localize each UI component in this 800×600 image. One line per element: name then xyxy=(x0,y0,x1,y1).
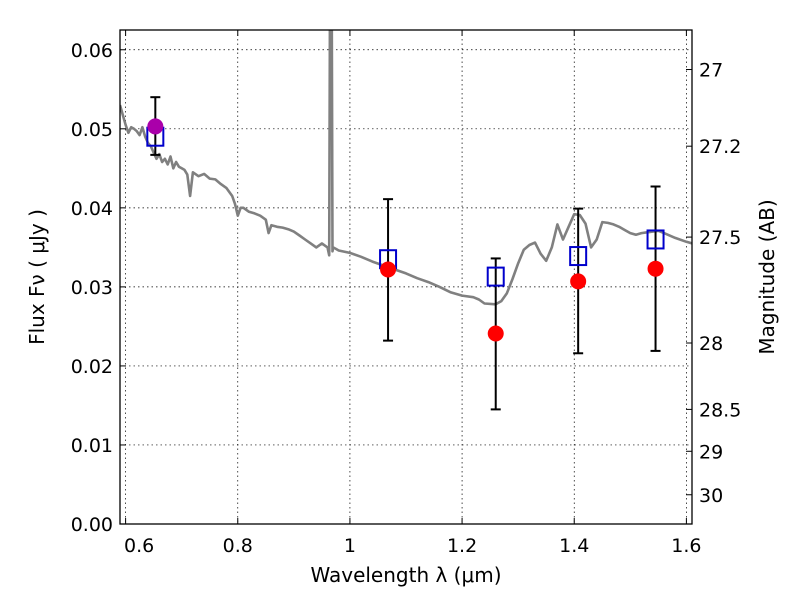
right-tick-label: 28.5 xyxy=(699,399,741,421)
right-tick-label: 27 xyxy=(699,60,723,82)
observed-circle-point xyxy=(487,325,504,342)
x-tick-label: 0.8 xyxy=(223,535,253,557)
observed-circle-point xyxy=(647,260,664,277)
y-tick-label: 0.01 xyxy=(71,435,113,457)
right-tick-label: 28 xyxy=(699,333,723,355)
observed-circle-point xyxy=(147,118,164,135)
data-layer xyxy=(120,30,692,411)
y-tick-label: 0.05 xyxy=(71,119,113,141)
y-tick-label: 0.00 xyxy=(71,514,113,536)
y-axis-label: Flux Fν ( μJy ) xyxy=(25,209,49,345)
x-tick-label: 1 xyxy=(344,535,356,557)
model-square-point xyxy=(486,266,505,287)
x-axis-label: Wavelength λ (μm) xyxy=(310,563,501,587)
x-tick-label: 1.2 xyxy=(447,535,477,557)
right-tick-label: 30 xyxy=(699,485,723,507)
plot-background xyxy=(120,30,692,524)
right-tick-label: 27.5 xyxy=(699,227,741,249)
y-tick-label: 0.06 xyxy=(71,40,113,62)
right-tick-label: 29 xyxy=(699,441,723,463)
ticks: 0.8 1 1.2 1.4 1.6 0.6 0.00 0.01 0.02 0.03 0.04 0.05… xyxy=(71,30,741,557)
spectrum-line xyxy=(120,30,692,306)
observed-circle-point xyxy=(570,273,587,290)
right-tick-label: 27.2 xyxy=(699,136,741,158)
plot-frame xyxy=(119,29,693,525)
model-square-point xyxy=(569,246,588,267)
x-tick-label: 1.6 xyxy=(671,535,701,557)
y-tick-label: 0.04 xyxy=(71,198,113,220)
y-tick-label: 0.03 xyxy=(71,277,113,299)
observed-circle-point xyxy=(380,261,397,278)
right-axis-label: Magnitude (AB) xyxy=(755,199,779,354)
y-tick-label: 0.02 xyxy=(71,356,113,378)
model-square-point xyxy=(646,229,665,250)
x-tick-label-left: 0.6 xyxy=(124,535,154,557)
x-tick-label: 1.4 xyxy=(559,535,589,557)
